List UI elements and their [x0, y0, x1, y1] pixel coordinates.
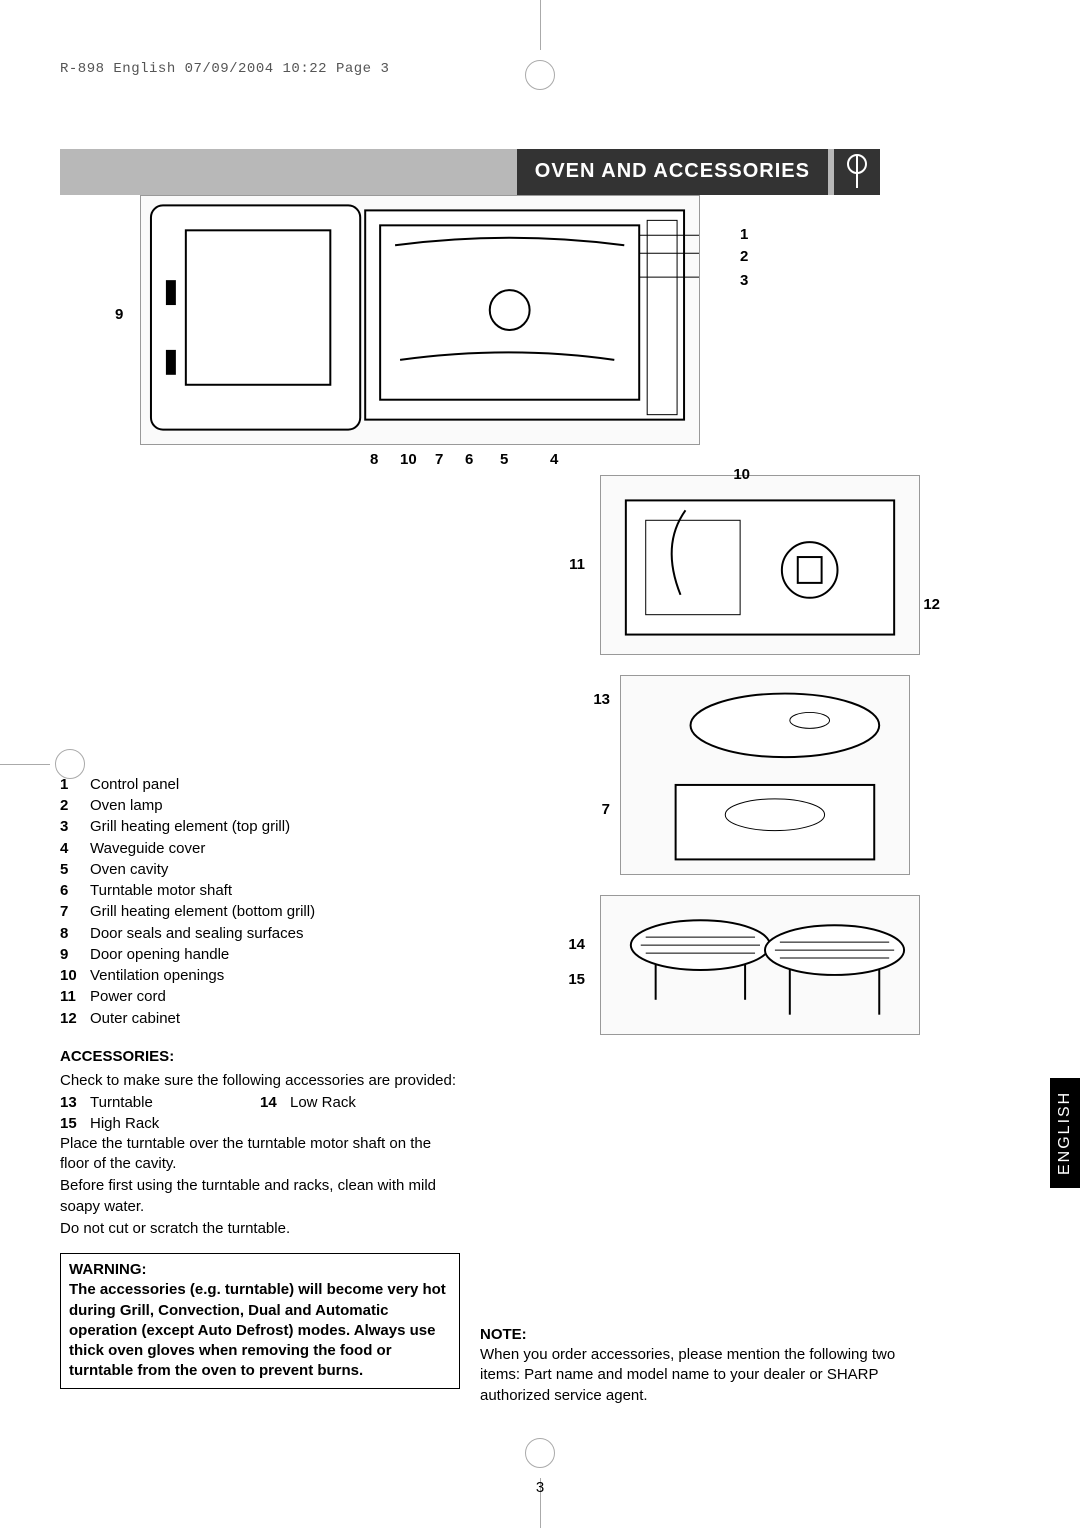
acc-num: 15 — [60, 1114, 90, 1134]
callout-4: 4 — [550, 450, 558, 470]
crop-mark-left — [0, 764, 50, 765]
language-tab: ENGLISH — [1050, 1078, 1080, 1188]
acc-label: Low Rack — [290, 1093, 356, 1113]
crop-mark-top — [540, 0, 541, 50]
callout-3: 3 — [740, 271, 748, 291]
note-text: When you order accessories, please menti… — [480, 1345, 920, 1406]
callout-8: 8 — [370, 450, 378, 470]
title-bar: OVEN AND ACCESSORIES — [60, 149, 880, 195]
page-number: 3 — [536, 1478, 544, 1498]
acc-num: 13 — [60, 1093, 90, 1113]
note-heading: NOTE: — [480, 1325, 920, 1345]
callout-1: 1 — [740, 225, 748, 245]
callout-5: 5 — [500, 450, 508, 470]
accessories-text: Do not cut or scratch the turntable. — [60, 1219, 460, 1239]
acc-label: Turntable — [90, 1093, 153, 1113]
warning-text: The accessories (e.g. turntable) will be… — [69, 1280, 451, 1381]
callout-6: 6 — [465, 450, 473, 470]
warning-box: WARNING: The accessories (e.g. turntable… — [60, 1253, 460, 1389]
callout-9: 9 — [115, 305, 123, 325]
title-icon — [834, 149, 880, 195]
callout-2: 2 — [740, 247, 748, 267]
warning-heading: WARNING: — [69, 1260, 451, 1280]
callout-10b: 10 — [400, 450, 417, 470]
callout-10: 10 — [733, 465, 750, 485]
print-meta: R-898 English 07/09/2004 10:22 Page 3 — [60, 60, 1020, 79]
acc-num: 14 — [260, 1093, 290, 1113]
callout-7: 7 — [435, 450, 443, 470]
page-title: OVEN AND ACCESSORIES — [517, 149, 828, 195]
oven-front-diagram — [140, 195, 700, 445]
acc-label: High Rack — [90, 1114, 159, 1134]
callout-12: 12 — [923, 595, 940, 615]
accessories-text: Before first using the turntable and rac… — [60, 1176, 460, 1217]
accessories-text: Place the turntable over the turntable m… — [60, 1134, 460, 1175]
